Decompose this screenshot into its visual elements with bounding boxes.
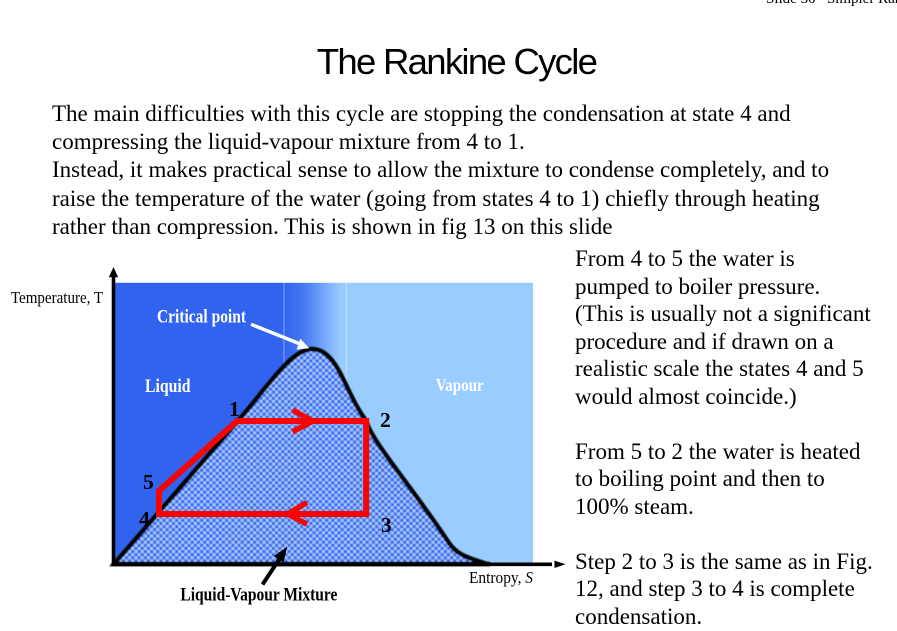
svg-text:2: 2 [380,408,391,432]
svg-text:Critical point: Critical point [157,307,247,328]
svg-text:4: 4 [139,507,150,531]
svg-text:Liquid-Vapour Mixture: Liquid-Vapour Mixture [180,584,337,605]
svg-text:3: 3 [381,513,392,537]
svg-text:1: 1 [229,397,240,421]
svg-text:Vapour: Vapour [436,375,484,395]
svg-text:Liquid: Liquid [145,376,191,397]
svg-text:Temperature, T: Temperature, T [11,288,104,307]
svg-text:5: 5 [143,470,154,494]
svg-text:Entropy, S: Entropy, S [469,568,533,587]
